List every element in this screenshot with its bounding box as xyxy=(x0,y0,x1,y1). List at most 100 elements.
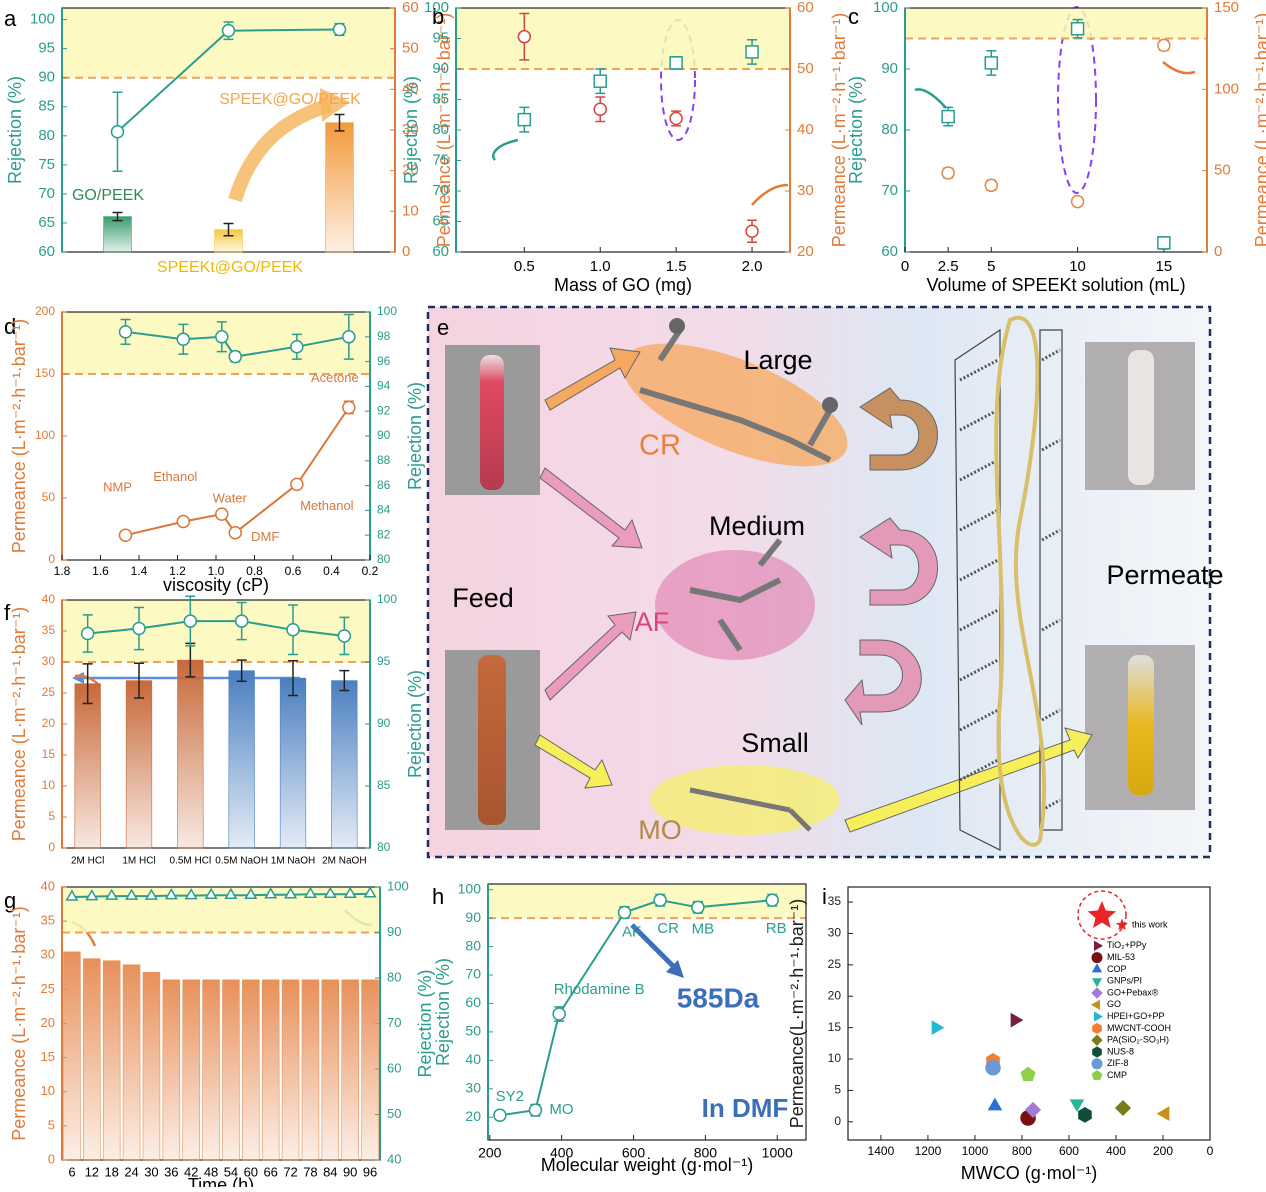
marker xyxy=(493,1108,507,1123)
molecule-glow xyxy=(622,343,848,467)
x-tick-label: 24 xyxy=(124,1164,138,1179)
marker xyxy=(691,900,705,915)
x-axis-label: Mass of GO (mg) xyxy=(554,275,692,295)
marker xyxy=(215,507,229,521)
data-line xyxy=(87,620,345,637)
y-axis-label: Permeance(L·m⁻²·h⁻¹·bar⁻¹) xyxy=(787,899,807,1129)
vial xyxy=(478,655,506,825)
marker xyxy=(985,1060,1001,1076)
polymer-chain xyxy=(994,315,1047,847)
annotation: In DMF xyxy=(702,1093,789,1123)
y-tick-label: 30 xyxy=(41,947,55,962)
legend-label: ZIF-8 xyxy=(1107,1058,1129,1068)
x-tick-label: 1.6 xyxy=(92,564,109,578)
marker xyxy=(653,893,667,907)
annotation: 585Da xyxy=(677,982,760,1013)
bar xyxy=(331,680,358,849)
error-bar xyxy=(288,660,298,697)
y-tick-label: 75 xyxy=(432,151,449,168)
y2-tick-label: 95 xyxy=(377,654,391,668)
point-label: NMP xyxy=(103,480,132,495)
panel-letter: a xyxy=(4,6,17,31)
panel-letter: i xyxy=(822,884,827,909)
y-tick-label: 80 xyxy=(881,121,898,138)
x-axis-label: Volume of SPEEKt solution (mL) xyxy=(926,275,1185,295)
x-tick-label: 0.8 xyxy=(246,564,263,578)
legend-label: NUS-8 xyxy=(1107,1046,1134,1056)
y2-tick-label: 50 xyxy=(402,40,419,57)
x-axis-label: MWCO (g·mol⁻¹) xyxy=(961,1163,1097,1183)
y2-tick-label: 10 xyxy=(402,202,419,219)
bar xyxy=(177,659,204,849)
panel-letter: g xyxy=(4,888,16,913)
marker xyxy=(1157,236,1171,250)
y-tick-label: 100 xyxy=(873,0,898,16)
arrow xyxy=(539,467,643,549)
y2-tick-label: 20 xyxy=(797,243,814,260)
marker xyxy=(1087,900,1117,928)
point-label: Methanol xyxy=(300,498,354,513)
error-bar xyxy=(236,659,247,682)
point-label: RB xyxy=(766,920,787,937)
x-tick-label: 1.0 xyxy=(208,564,225,578)
x-tick-label: 30 xyxy=(144,1164,158,1179)
bar xyxy=(74,683,101,849)
marker xyxy=(332,22,347,37)
marker xyxy=(1157,38,1171,53)
point-label: Water xyxy=(213,491,248,506)
x-tick-label: 15 xyxy=(1156,258,1173,275)
y-tick-label: 100 xyxy=(424,0,449,16)
y2-tick-label: 85 xyxy=(377,778,391,792)
legend-marker xyxy=(1091,1058,1103,1070)
y2-tick-label: 30 xyxy=(402,121,419,138)
x-tick-label: 600 xyxy=(1059,1144,1079,1158)
molecule-label: CR xyxy=(639,430,681,462)
y2-tick-label: 0 xyxy=(1214,243,1222,260)
y-tick-label: 200 xyxy=(35,304,55,318)
y-tick-label: 40 xyxy=(465,1051,481,1067)
y2-tick-label: 60 xyxy=(797,0,814,16)
y2-tick-label: 86 xyxy=(377,478,391,492)
y-tick-label: 5 xyxy=(48,809,55,823)
marker xyxy=(617,905,632,920)
y2-tick-label: 0 xyxy=(402,243,410,260)
y-tick-label: 20 xyxy=(41,1015,55,1030)
y-axis-label: Rejection (%) xyxy=(433,958,453,1066)
y2-tick-label: 90 xyxy=(377,428,391,442)
marker xyxy=(284,887,298,899)
marker xyxy=(1078,1107,1092,1123)
y-tick-label: 85 xyxy=(38,98,55,115)
y2-tick-label: 60 xyxy=(402,0,419,16)
marker xyxy=(987,1097,1003,1111)
marker xyxy=(342,400,356,415)
point-label: MO xyxy=(549,1101,573,1118)
axis-arrow xyxy=(1162,61,1196,75)
y2-axis-label: Rejection (%) xyxy=(405,382,425,490)
y-tick-label: 20 xyxy=(465,1108,481,1124)
marker xyxy=(290,477,304,492)
y2-tick-label: 40 xyxy=(402,80,419,97)
x-tick-label: 2M NaOH xyxy=(322,856,366,867)
x-tick-label: 12 xyxy=(85,1164,99,1179)
axis-arrow xyxy=(914,88,947,109)
x-tick-label: 1.0 xyxy=(590,258,611,275)
x-tick-label: 1.8 xyxy=(54,564,71,578)
marker xyxy=(164,888,178,900)
y-tick-label: 70 xyxy=(881,182,898,199)
y-tick-label: 75 xyxy=(38,156,55,173)
y2-tick-label: 100 xyxy=(377,592,397,606)
point-label: MB xyxy=(692,920,715,937)
membrane-layer xyxy=(959,348,1061,812)
point-label: DMF xyxy=(251,529,279,544)
size-label: Medium xyxy=(709,511,805,541)
marker xyxy=(342,330,356,344)
legend-label: MIL-53 xyxy=(1107,952,1135,962)
y2-tick-label: 80 xyxy=(387,969,401,984)
x-tick-label: 1.5 xyxy=(666,258,687,275)
x-tick-label: 600 xyxy=(622,1145,646,1161)
arrow xyxy=(534,734,613,789)
bar xyxy=(142,972,161,1161)
y-tick-label: 15 xyxy=(41,1049,55,1064)
